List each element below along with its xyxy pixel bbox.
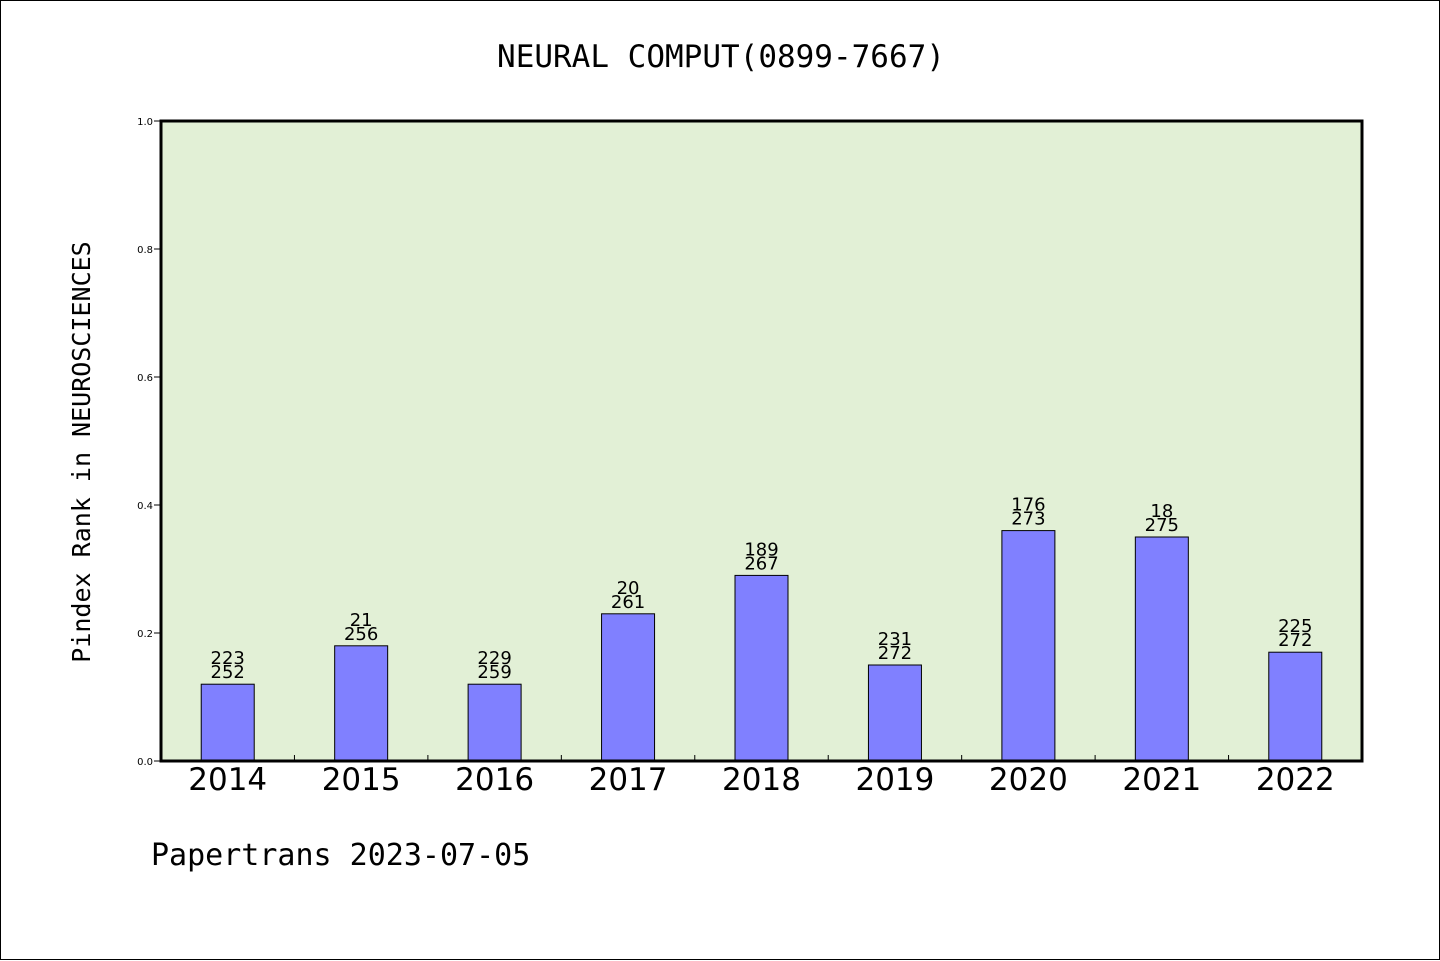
y-tick-label: 0.0 xyxy=(137,757,153,768)
x-tick-label: 2017 xyxy=(589,762,668,798)
x-tick-label: 2016 xyxy=(455,762,534,798)
bar-total-label: 275 xyxy=(1145,515,1179,536)
bar xyxy=(1134,536,1189,762)
x-tick-label: 2020 xyxy=(989,762,1068,798)
bar xyxy=(734,574,789,762)
bar-total-label: 272 xyxy=(878,643,912,664)
x-tick-label: 2014 xyxy=(188,762,267,798)
chart-title: NEURAL COMPUT(0899-7667) xyxy=(497,39,945,75)
bar xyxy=(1268,651,1323,762)
bar-total-label: 256 xyxy=(344,624,378,645)
bar-total-label: 259 xyxy=(477,662,511,683)
y-tick-label: 0.4 xyxy=(137,501,153,512)
x-tick-label: 2022 xyxy=(1256,762,1335,798)
bar-rank-label: 223 xyxy=(211,648,245,669)
y-tick-label: 0.6 xyxy=(137,373,153,384)
y-tick-label: 0.8 xyxy=(137,245,153,256)
footer-credit: Papertrans 2023-07-05 xyxy=(151,838,530,873)
bar-rank-label: 229 xyxy=(477,648,511,669)
bar-rank-label: 231 xyxy=(878,629,912,650)
y-tick-label: 0.2 xyxy=(137,629,153,640)
bar xyxy=(1001,530,1056,762)
x-tick-label: 2015 xyxy=(322,762,401,798)
bar-total-label: 273 xyxy=(1011,509,1045,530)
bar xyxy=(467,683,522,762)
y-tick-label: 1.0 xyxy=(137,117,153,128)
bar-total-label: 261 xyxy=(611,592,645,613)
plot-border xyxy=(159,119,1364,763)
bar-rank-label: 189 xyxy=(744,539,778,560)
bar-total-label: 267 xyxy=(744,553,778,574)
bar xyxy=(601,613,656,762)
x-tick-label: 2021 xyxy=(1122,762,1201,798)
y-axis-label: Pindex Rank in NEUROSCIENCES xyxy=(67,241,96,662)
bar xyxy=(867,664,922,762)
bar-rank-label: 20 xyxy=(617,578,640,599)
bar xyxy=(334,645,389,762)
bar-rank-label: 225 xyxy=(1278,616,1312,637)
bar-total-label: 252 xyxy=(211,662,245,683)
x-tick-label: 2018 xyxy=(722,762,801,798)
bar-rank-label: 176 xyxy=(1011,495,1045,516)
x-tick-label: 2019 xyxy=(855,762,934,798)
bar-rank-label: 18 xyxy=(1150,501,1173,522)
bar xyxy=(200,683,255,762)
bar-rank-label: 21 xyxy=(350,610,373,631)
bar-total-label: 272 xyxy=(1278,630,1312,651)
